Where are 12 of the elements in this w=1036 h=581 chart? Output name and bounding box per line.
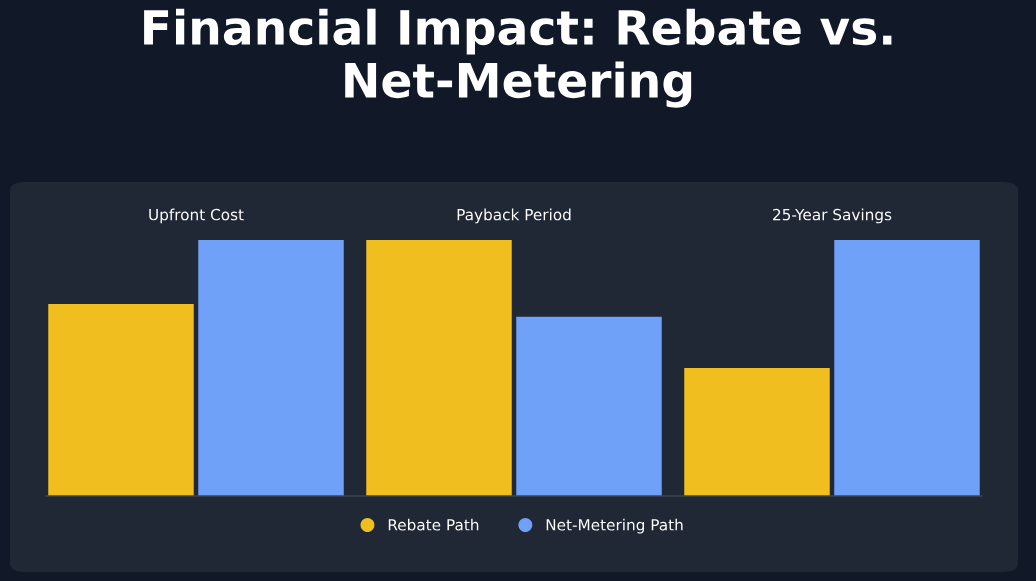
x-tick-label: Payback Period bbox=[457, 208, 571, 224]
bar bbox=[198, 240, 344, 496]
bar bbox=[834, 240, 980, 496]
chart-title: Financial Impact: Rebate vs. Net-Metering bbox=[144, 8, 892, 108]
x-tick-label: Upfront Cost bbox=[149, 208, 244, 224]
bar bbox=[516, 316, 662, 496]
x-tick-label: 25-Year Savings bbox=[773, 208, 892, 224]
bar bbox=[366, 240, 512, 496]
bar bbox=[684, 368, 830, 496]
legend-label: Rebate Path bbox=[388, 518, 479, 531]
bar bbox=[48, 304, 194, 496]
legend-label: Net-Metering Path bbox=[546, 518, 683, 534]
